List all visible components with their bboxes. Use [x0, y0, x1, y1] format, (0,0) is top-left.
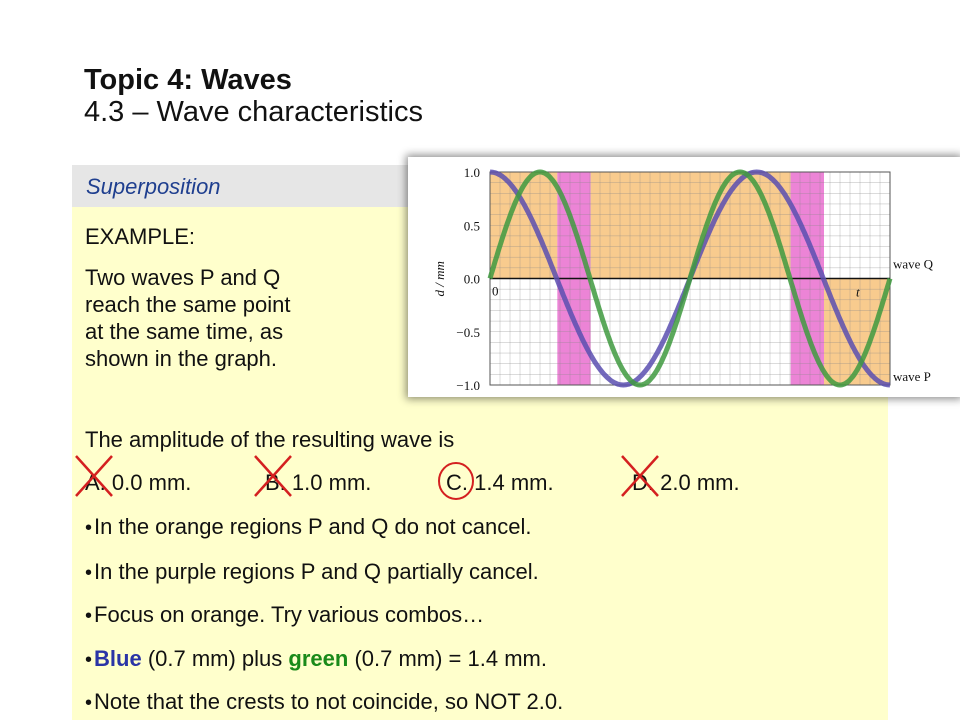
example-heading: EXAMPLE:	[85, 224, 196, 249]
option-b-letter: B.	[265, 470, 286, 495]
y-tick-label: −1.0	[456, 378, 480, 393]
option-d-letter: D.	[632, 470, 654, 495]
section-label: Superposition	[86, 174, 221, 199]
question-line-4: shown in the graph.	[85, 346, 278, 371]
wave-p-label: wave P	[893, 369, 931, 384]
bullet-icon: •	[85, 692, 93, 714]
note-2-text: In the purple regions P and Q partially …	[94, 559, 539, 584]
wave-graph-card: 1.0 0.5 0.0 −0.5 −1.0 d / mm 0 t wave Q wave P	[408, 157, 960, 397]
note-1-text: In the orange regions P and Q do not can…	[94, 514, 532, 539]
y-tick-label: 0.5	[464, 218, 480, 233]
y-tick-label: 0.0	[464, 272, 480, 287]
wave-q-label: wave Q	[893, 257, 934, 272]
option-c-text: 1.4 mm.	[474, 470, 554, 495]
bullet-icon: •	[85, 649, 93, 671]
note-4-green: green	[288, 646, 349, 671]
option-d-text: 2.0 mm.	[660, 470, 740, 495]
option-c[interactable]: C. 1.4 mm.	[446, 470, 554, 496]
wave-q-curve	[487, 169, 893, 388]
note-4-mid: (0.7 mm) plus	[141, 646, 289, 671]
slide-subtitle: 4.3 – Wave characteristics	[84, 96, 423, 129]
bullet-icon: •	[85, 562, 93, 584]
origin-label: 0	[492, 284, 499, 299]
option-a[interactable]: A. 0.0 mm.	[85, 470, 191, 496]
note-3-text: Focus on orange. Try various combos…	[94, 602, 485, 627]
correct-answer-circle-icon	[438, 462, 474, 500]
note-3: •Focus on orange. Try various combos…	[85, 602, 484, 628]
note-2: •In the purple regions P and Q partially…	[85, 559, 539, 585]
note-5: •Note that the crests to not coincide, s…	[85, 689, 563, 715]
option-d[interactable]: D. 2.0 mm.	[632, 470, 740, 496]
note-4: •Blue (0.7 mm) plus green (0.7 mm) = 1.4…	[85, 646, 547, 672]
note-4-end: (0.7 mm) = 1.4 mm.	[348, 646, 547, 671]
bullet-icon: •	[85, 605, 93, 627]
y-tick-label: 1.0	[464, 165, 480, 180]
note-1: •In the orange regions P and Q do not ca…	[85, 514, 531, 540]
note-5-text: Note that the crests to not coincide, so…	[94, 689, 564, 714]
option-b-text: 1.0 mm.	[291, 470, 372, 495]
question-prompt: The amplitude of the resulting wave is	[85, 427, 455, 452]
question-line-1: Two waves P and Q	[85, 265, 281, 290]
slide-title: Topic 4: Waves	[84, 64, 292, 96]
option-c-letter: C.	[446, 470, 468, 495]
bullet-icon: •	[85, 517, 93, 539]
question-line-2: reach the same point	[85, 292, 291, 317]
wave-graph: 1.0 0.5 0.0 −0.5 −1.0 d / mm 0 t wave Q wave P	[432, 165, 934, 393]
cross-mark-d-icon	[621, 455, 659, 497]
cross-mark-b-icon	[254, 455, 292, 497]
slide-title-block: Topic 4: Waves 4.3 – Wave characteristic…	[84, 64, 423, 129]
x-axis-label: t	[856, 285, 860, 300]
option-a-letter: A.	[85, 470, 106, 495]
note-4-blue: Blue	[94, 646, 142, 671]
cross-mark-a-icon	[75, 455, 113, 497]
y-axis-label: d / mm	[432, 261, 447, 296]
option-b[interactable]: B. 1.0 mm.	[265, 470, 371, 496]
question-line-3: at the same time, as	[85, 319, 284, 344]
y-tick-label: −0.5	[456, 325, 480, 340]
option-a-text: 0.0 mm.	[111, 470, 192, 495]
